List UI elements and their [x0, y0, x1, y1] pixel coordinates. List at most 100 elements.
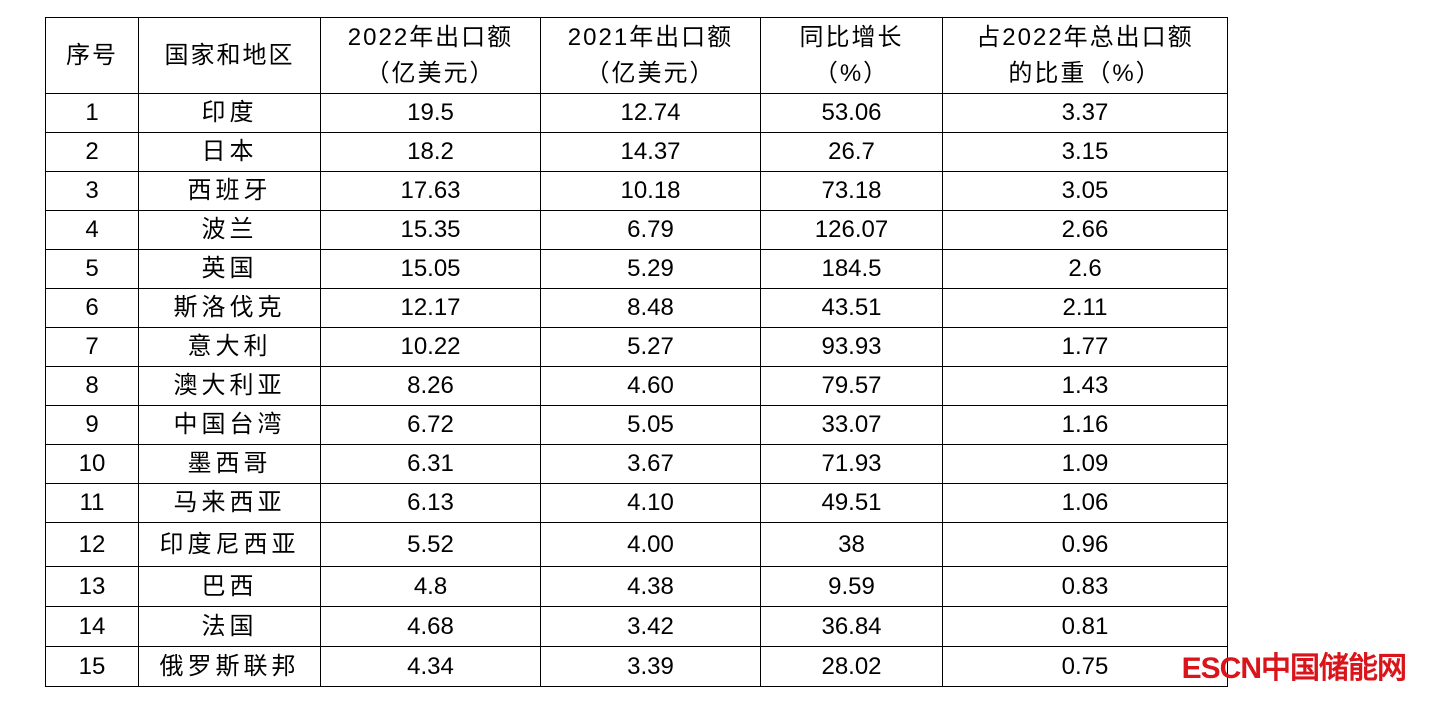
number-cell: 4.68 — [320, 606, 541, 647]
header-line: 2021年出口额 — [567, 23, 734, 51]
number-cell: 6.72 — [320, 405, 541, 445]
number-cell: 1.43 — [942, 366, 1228, 406]
export-table: 序号 国家和地区 2022年出口额 （亿美元） 2021年出口额 （亿美元） 同比增长 （%）… — [45, 17, 1228, 687]
number-cell: 1.16 — [942, 405, 1228, 445]
table-row: 3 西班牙 17.63 10.18 73.18 3.05 — [45, 171, 1228, 211]
number-cell: 8.26 — [320, 366, 541, 406]
region-cell: 墨西哥 — [138, 444, 321, 484]
number-cell: 1.09 — [942, 444, 1228, 484]
watermark: ESCN中国储能网 — [1182, 643, 1407, 687]
number-cell: 3.37 — [942, 93, 1228, 133]
number-cell: 184.5 — [760, 249, 943, 289]
number-cell: 49.51 — [760, 483, 943, 523]
number-cell: 12.74 — [540, 93, 761, 133]
header-line: （亿美元） — [585, 59, 716, 87]
number-cell: 5.29 — [540, 249, 761, 289]
region-cell: 波兰 — [138, 210, 321, 250]
number-cell: 43.51 — [760, 288, 943, 328]
number-cell: 15.35 — [320, 210, 541, 250]
number-cell: 53.06 — [760, 93, 943, 133]
number-cell: 26.7 — [760, 132, 943, 172]
region-cell: 法国 — [138, 606, 321, 647]
header-cell: 序号 — [45, 17, 139, 94]
number-cell: 33.07 — [760, 405, 943, 445]
number-cell: 17.63 — [320, 171, 541, 211]
number-cell: 14.37 — [540, 132, 761, 172]
number-cell: 18.2 — [320, 132, 541, 172]
number-cell: 36.84 — [760, 606, 943, 647]
number-cell: 9 — [45, 405, 139, 445]
number-cell: 5.05 — [540, 405, 761, 445]
number-cell: 4.00 — [540, 522, 761, 567]
number-cell: 0.81 — [942, 606, 1228, 647]
header-line: 国家和地区 — [164, 41, 295, 69]
number-cell: 14 — [45, 606, 139, 647]
region-cell: 斯洛伐克 — [138, 288, 321, 328]
number-cell: 6.79 — [540, 210, 761, 250]
number-cell: 4.34 — [320, 646, 541, 687]
number-cell: 3.39 — [540, 646, 761, 687]
table-row: 8 澳大利亚 8.26 4.60 79.57 1.43 — [45, 366, 1228, 406]
table-row: 11 马来西亚 6.13 4.10 49.51 1.06 — [45, 483, 1228, 523]
number-cell: 10.18 — [540, 171, 761, 211]
number-cell: 1.06 — [942, 483, 1228, 523]
number-cell: 9.59 — [760, 566, 943, 607]
number-cell: 6.31 — [320, 444, 541, 484]
number-cell: 0.83 — [942, 566, 1228, 607]
number-cell: 126.07 — [760, 210, 943, 250]
number-cell: 4 — [45, 210, 139, 250]
table-row: 7 意大利 10.22 5.27 93.93 1.77 — [45, 327, 1228, 367]
number-cell: 1 — [45, 93, 139, 133]
number-cell: 3.15 — [942, 132, 1228, 172]
table-row: 6 斯洛伐克 12.17 8.48 43.51 2.11 — [45, 288, 1228, 328]
number-cell: 79.57 — [760, 366, 943, 406]
region-cell: 英国 — [138, 249, 321, 289]
region-cell: 日本 — [138, 132, 321, 172]
number-cell: 71.93 — [760, 444, 943, 484]
region-cell: 澳大利亚 — [138, 366, 321, 406]
number-cell: 0.75 — [942, 646, 1228, 687]
number-cell: 3 — [45, 171, 139, 211]
header-line: 同比增长 — [799, 23, 904, 51]
table-row: 10 墨西哥 6.31 3.67 71.93 1.09 — [45, 444, 1228, 484]
table-row: 14 法国 4.68 3.42 36.84 0.81 — [45, 606, 1228, 647]
region-cell: 巴西 — [138, 566, 321, 607]
header-line: 2022年出口额 — [347, 23, 514, 51]
table-row: 5 英国 15.05 5.29 184.5 2.6 — [45, 249, 1228, 289]
number-cell: 6 — [45, 288, 139, 328]
number-cell: 5.27 — [540, 327, 761, 367]
region-cell: 马来西亚 — [138, 483, 321, 523]
header-row: 序号 国家和地区 2022年出口额 （亿美元） 2021年出口额 （亿美元） 同比增长 （%）… — [45, 17, 1228, 94]
number-cell: 93.93 — [760, 327, 943, 367]
region-cell: 俄罗斯联邦 — [138, 646, 321, 687]
number-cell: 4.8 — [320, 566, 541, 607]
number-cell: 10.22 — [320, 327, 541, 367]
number-cell: 13 — [45, 566, 139, 607]
number-cell: 6.13 — [320, 483, 541, 523]
region-cell: 印度尼西亚 — [138, 522, 321, 567]
number-cell: 3.05 — [942, 171, 1228, 211]
number-cell: 15 — [45, 646, 139, 687]
table-row: 12 印度尼西亚 5.52 4.00 38 0.96 — [45, 522, 1228, 567]
table-row: 15 俄罗斯联邦 4.34 3.39 28.02 0.75 — [45, 646, 1228, 687]
table-row: 4 波兰 15.35 6.79 126.07 2.66 — [45, 210, 1228, 250]
number-cell: 8 — [45, 366, 139, 406]
number-cell: 12 — [45, 522, 139, 567]
number-cell: 12.17 — [320, 288, 541, 328]
number-cell: 0.96 — [942, 522, 1228, 567]
number-cell: 4.10 — [540, 483, 761, 523]
header-cell: 占2022年总出口额 的比重（%） — [942, 17, 1228, 94]
number-cell: 4.60 — [540, 366, 761, 406]
number-cell: 2.11 — [942, 288, 1228, 328]
header-cell: 2022年出口额 （亿美元） — [320, 17, 541, 94]
region-cell: 意大利 — [138, 327, 321, 367]
header-cell: 国家和地区 — [138, 17, 321, 94]
number-cell: 8.48 — [540, 288, 761, 328]
region-cell: 中国台湾 — [138, 405, 321, 445]
number-cell: 28.02 — [760, 646, 943, 687]
header-cell: 同比增长 （%） — [760, 17, 943, 94]
header-line: （%） — [813, 59, 890, 87]
number-cell: 3.67 — [540, 444, 761, 484]
header-line: 序号 — [66, 41, 118, 69]
